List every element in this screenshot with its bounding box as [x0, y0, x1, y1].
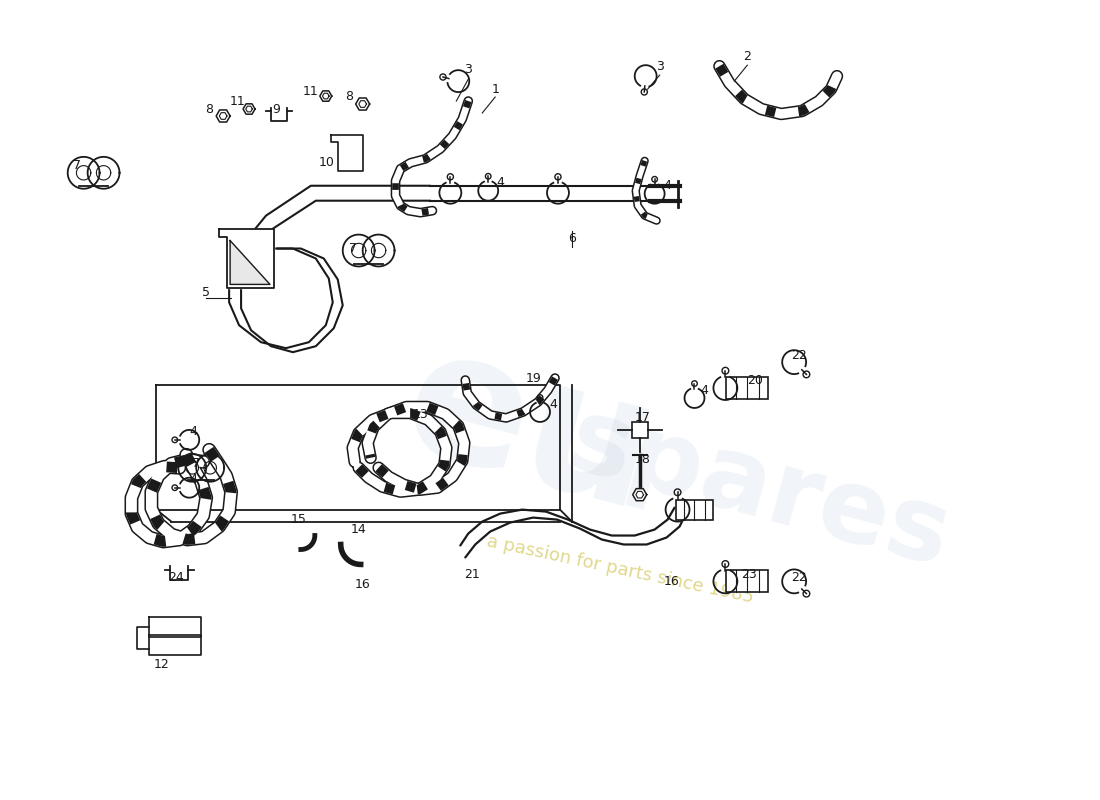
- Polygon shape: [632, 489, 647, 501]
- Text: 6: 6: [568, 232, 576, 245]
- Text: 3: 3: [656, 60, 663, 73]
- Bar: [631, 422, 648, 438]
- Text: 4: 4: [701, 383, 708, 397]
- Bar: [726, 570, 768, 592]
- Text: 4: 4: [496, 176, 504, 190]
- Text: 13: 13: [412, 409, 428, 422]
- Polygon shape: [320, 91, 332, 102]
- Bar: [631, 422, 648, 438]
- Text: 24: 24: [168, 571, 184, 584]
- Text: 7: 7: [192, 458, 200, 470]
- Text: 4: 4: [189, 474, 197, 486]
- Text: 16: 16: [355, 578, 371, 591]
- Text: eu: eu: [386, 313, 674, 547]
- Text: 9: 9: [272, 102, 279, 115]
- Text: 22: 22: [791, 349, 807, 362]
- Text: 18: 18: [635, 454, 650, 466]
- Text: 7: 7: [349, 242, 356, 255]
- Text: 1: 1: [492, 82, 499, 95]
- Text: spares: spares: [558, 390, 961, 589]
- Text: a passion for parts since 1985: a passion for parts since 1985: [485, 532, 755, 606]
- Text: 4: 4: [549, 398, 557, 411]
- Bar: [726, 570, 768, 592]
- Polygon shape: [243, 104, 255, 114]
- Text: 16: 16: [663, 575, 680, 588]
- Text: 17: 17: [635, 411, 650, 425]
- Bar: [675, 500, 714, 519]
- Text: 23: 23: [741, 568, 757, 581]
- Text: 21: 21: [464, 568, 480, 581]
- Polygon shape: [150, 635, 201, 655]
- Text: 2: 2: [744, 50, 751, 62]
- Text: 8: 8: [206, 102, 213, 115]
- Polygon shape: [331, 135, 363, 170]
- Text: 3: 3: [464, 62, 472, 76]
- Text: 8: 8: [344, 90, 353, 102]
- Text: 11: 11: [229, 94, 245, 107]
- Text: 4: 4: [663, 179, 671, 192]
- Polygon shape: [150, 618, 201, 637]
- Text: 15: 15: [290, 513, 307, 526]
- Bar: [675, 500, 714, 519]
- Text: 11: 11: [302, 85, 319, 98]
- Text: 20: 20: [747, 374, 763, 386]
- Polygon shape: [355, 98, 370, 110]
- Polygon shape: [217, 110, 230, 122]
- Bar: [726, 377, 768, 399]
- Polygon shape: [230, 241, 270, 285]
- Text: 19: 19: [525, 371, 541, 385]
- Text: 7: 7: [73, 159, 80, 172]
- Text: 14: 14: [351, 523, 366, 536]
- Bar: [726, 377, 768, 399]
- Text: 5: 5: [202, 286, 210, 299]
- Text: 4: 4: [189, 426, 197, 438]
- Polygon shape: [219, 229, 274, 288]
- Text: 12: 12: [154, 658, 169, 670]
- Text: 22: 22: [791, 571, 807, 584]
- Text: 10: 10: [319, 156, 334, 170]
